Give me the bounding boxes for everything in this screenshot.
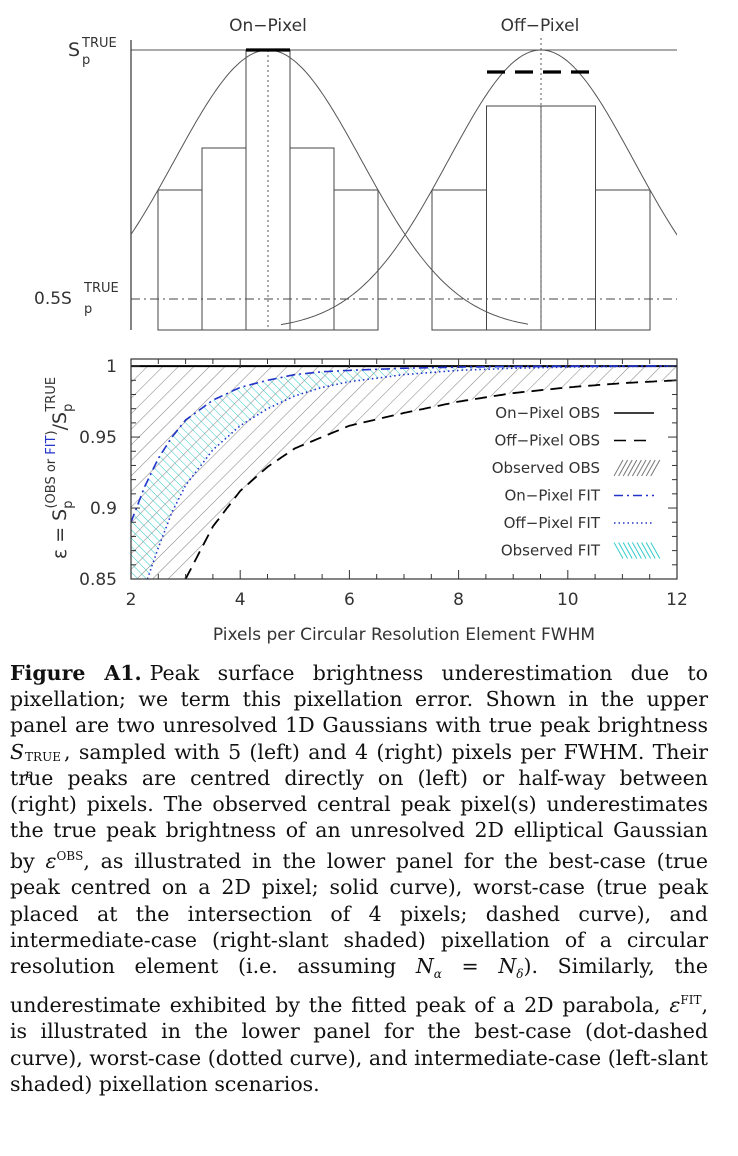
- off-pixel-gaussian: [280, 49, 677, 326]
- caption-text-2: , sampled with 5 (left) and 4 (right) pi…: [10, 739, 708, 874]
- x-tick-label: 10: [557, 590, 579, 610]
- on-pixel-bar-1: [157, 189, 203, 331]
- caption-text-5: , is illustrated in the lower panel for …: [10, 993, 708, 1096]
- off-pixel-bar-3: [540, 105, 596, 331]
- y-tick-label: 0.95: [79, 428, 117, 448]
- caption-math-n-alpha: N: [415, 954, 434, 979]
- ylabel-epsilon: ε: [49, 549, 71, 559]
- y-tick-label: 0.9: [90, 499, 117, 519]
- series-line-off-pixel-obs: [184, 379, 677, 579]
- x-axis-label: Pixels per Circular Resolution Element F…: [213, 625, 595, 645]
- caption-math-n-alpha-sub: α: [433, 967, 442, 982]
- series-lines: [131, 365, 677, 579]
- half-s-true-base: 0.5S: [34, 289, 72, 309]
- caption-math-eps-fit: ε: [669, 993, 681, 1018]
- legend-label-3: Observed OBS: [492, 459, 600, 477]
- ylabel-sup-open: (OBS or: [44, 455, 59, 509]
- x-tick-label: 12: [666, 590, 688, 610]
- caption-math-equals: =: [441, 954, 499, 979]
- s-true-sup: TRUE: [81, 36, 117, 51]
- legend-label-2: Off−Pixel OBS: [494, 432, 600, 450]
- y-tick-label: 0.85: [79, 570, 117, 590]
- ylabel-s: S: [49, 509, 71, 521]
- s-true-sub: p: [82, 53, 90, 68]
- legend-swatch-6: [613, 542, 661, 559]
- x-tick-label: 8: [453, 590, 464, 610]
- figure-caption: Figure A1. Peak surface brightness undere…: [10, 660, 708, 1097]
- legend-label-6: Observed FIT: [501, 542, 601, 560]
- s-true-base: S: [68, 39, 80, 61]
- x-ticks: 2 4 6 8 10 12: [126, 359, 688, 610]
- caption-text-1: Peak surface brightness underestimation …: [10, 661, 708, 738]
- off-pixel-title: Off−Pixel: [501, 16, 580, 36]
- legend-label-1: On−Pixel OBS: [495, 404, 600, 422]
- caption-text-4: ). Similarly, the underestimate exhibite…: [10, 954, 708, 1018]
- on-pixel-bar-5: [333, 189, 379, 331]
- ylabel-sup-fit: FIT: [44, 435, 59, 454]
- caption-math-n-delta: N: [498, 954, 517, 979]
- x-tick-label: 2: [126, 590, 137, 610]
- figure-svg: On−Pixel Off−Pixel S TRUE p 0.5S TRUE p: [34, 16, 688, 645]
- caption-math-s: S: [10, 739, 25, 764]
- y-ticks: 0.85 0.9 0.95 1: [79, 357, 677, 590]
- svg-text:ε=Sp(OBS or FIT)/SpTRUE: ε=Sp(OBS or FIT)/SpTRUE: [44, 377, 76, 559]
- ylabel-sub-p: p: [61, 501, 76, 509]
- on-pixel-bar-2: [201, 147, 247, 331]
- series-line-off-pixel-fit: [146, 365, 677, 579]
- legend: On−Pixel OBS Off−Pixel OBS Observed OBS On−…: [492, 404, 661, 560]
- legend-swatch-3: [613, 459, 661, 477]
- y-label-s-true: S TRUE p: [68, 36, 117, 68]
- caption-math-eps-fit-sup: FIT: [680, 993, 702, 1008]
- y-label-half-s-true: 0.5S TRUE p: [34, 281, 119, 317]
- x-tick-label: 6: [344, 590, 355, 610]
- ylabel-sub-p2: p: [61, 404, 76, 412]
- x-tick-label: 4: [235, 590, 246, 610]
- caption-label: Figure A1.: [10, 661, 142, 685]
- series-line-on-pixel-fit: [131, 365, 677, 523]
- caption-math-eps-obs-sup: OBS: [56, 849, 84, 864]
- legend-label-5: Off−Pixel FIT: [504, 514, 601, 532]
- observed-obs-band: [131, 366, 677, 579]
- y-axis-label: ε=Sp(OBS or FIT)/SpTRUE: [44, 377, 76, 559]
- y-tick-label: 1: [106, 357, 117, 377]
- on-pixel-title: On−Pixel: [229, 16, 307, 36]
- figure: On−Pixel Off−Pixel S TRUE p 0.5S TRUE p: [34, 16, 688, 645]
- bottom-panel: 2 4 6 8 10 12 0.85 0.9 0.95 1 Pixels per Circula…: [44, 357, 688, 645]
- caption-math-eps-obs: ε: [45, 849, 57, 874]
- caption-math-s-sup: TRUE: [25, 749, 61, 764]
- caption-text-3: , as illustrated in the lower panel for …: [10, 849, 708, 979]
- top-panel: On−Pixel Off−Pixel S TRUE p 0.5S TRUE p: [34, 16, 677, 331]
- ylabel-sup-close: ): [44, 430, 59, 435]
- half-s-true-sub: p: [84, 302, 92, 317]
- off-pixel-bar-2: [486, 105, 542, 331]
- off-pixel-bar-1: [431, 189, 487, 331]
- on-pixel-bar-4: [289, 147, 335, 331]
- caption-math-n-delta-sub: δ: [516, 967, 524, 982]
- legend-label-4: On−Pixel FIT: [504, 487, 600, 505]
- ylabel-sup-true: TRUE: [44, 377, 59, 413]
- caption-math-s-sub: p: [25, 766, 33, 781]
- ylabel-equals: =: [49, 527, 71, 543]
- half-s-true-sup: TRUE: [83, 281, 119, 296]
- off-pixel-bar-4: [595, 189, 651, 331]
- ylabel-slash-s: /S: [49, 412, 71, 430]
